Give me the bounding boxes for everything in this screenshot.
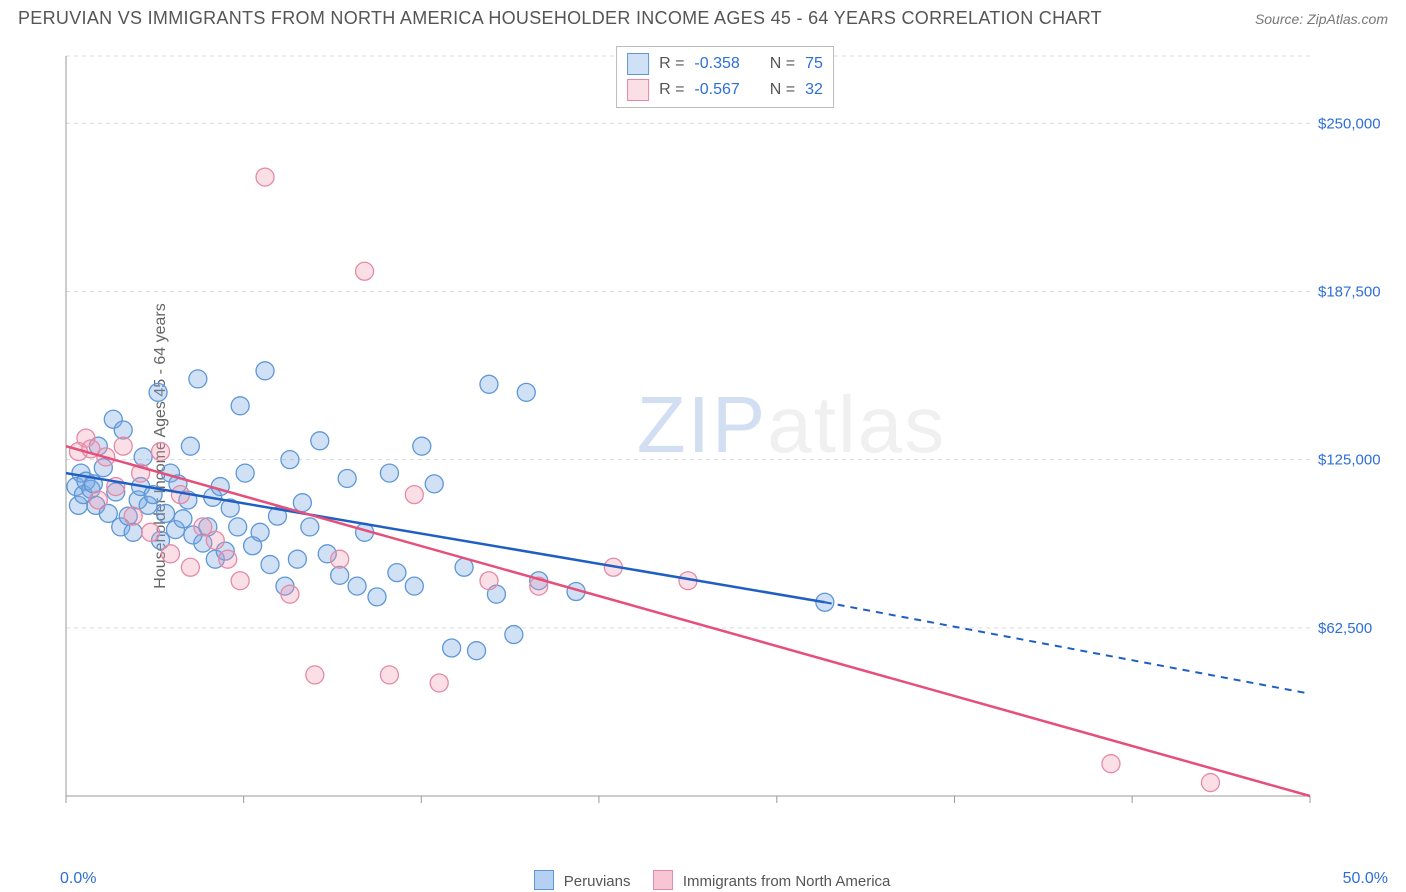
svg-text:$187,500: $187,500 <box>1318 283 1381 300</box>
correlation-legend: R = -0.358 N = 75 R = -0.567 N = 32 <box>616 46 834 108</box>
legend-n-label: N = <box>770 55 795 73</box>
chart-title: PERUVIAN VS IMMIGRANTS FROM NORTH AMERIC… <box>18 8 1102 29</box>
scatter-plot: $62,500$125,000$187,500$250,000 ZIPatlas… <box>60 46 1390 836</box>
plot-svg: $62,500 $125,000 $187,500 $250,000 <box>60 46 1390 836</box>
legend-r-label: R = <box>659 55 684 73</box>
svg-text:$250,000: $250,000 <box>1318 115 1381 132</box>
svg-text:$62,500: $62,500 <box>1318 620 1372 637</box>
source-label: Source: ZipAtlas.com <box>1255 11 1388 27</box>
legend-row-series-1: R = -0.567 N = 32 <box>627 77 823 103</box>
legend-label-immigrants: Immigrants from North America <box>683 873 891 890</box>
legend-swatch-immigrants <box>653 870 673 890</box>
svg-text:$125,000: $125,000 <box>1318 452 1381 469</box>
legend-row-series-0: R = -0.358 N = 75 <box>627 51 823 77</box>
legend-n-label: N = <box>770 81 795 99</box>
legend-swatch-peruvians <box>534 870 554 890</box>
series-legend: Peruvians Immigrants from North America <box>0 870 1406 890</box>
legend-n-value-0: 75 <box>805 55 823 73</box>
title-bar: PERUVIAN VS IMMIGRANTS FROM NORTH AMERIC… <box>0 0 1406 31</box>
legend-r-value-1: -0.567 <box>694 81 739 99</box>
legend-r-value-0: -0.358 <box>694 55 739 73</box>
legend-label-peruvians: Peruvians <box>564 873 631 890</box>
legend-n-value-1: 32 <box>805 81 823 99</box>
legend-swatch-1 <box>627 79 649 101</box>
legend-r-label: R = <box>659 81 684 99</box>
legend-swatch-0 <box>627 53 649 75</box>
